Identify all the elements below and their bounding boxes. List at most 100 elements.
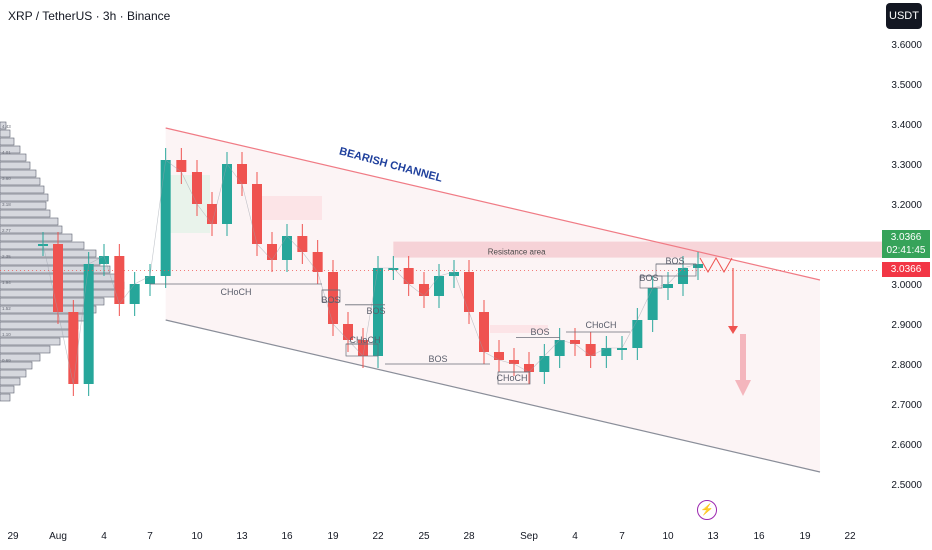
volume-profile-bar (0, 345, 51, 354)
price-line (42, 159, 699, 385)
volume-profile-bar (0, 257, 101, 266)
volume-profile-bar (0, 121, 7, 130)
volume-profile-bar (0, 129, 11, 138)
structure-box (345, 343, 379, 357)
x-tick-label: 10 (662, 531, 674, 542)
x-tick-label: 10 (191, 531, 203, 542)
resistance-zone (393, 241, 882, 258)
y-tick-label: 3.6000 (891, 40, 922, 51)
candle-body (297, 236, 308, 252)
x-tick-label: 7 (619, 531, 625, 542)
channel-bottom (165, 319, 821, 473)
last-price-tag: 3.0366 02:41:45 (882, 230, 930, 258)
x-tick-label: 29 (7, 531, 19, 542)
candle-body (192, 172, 202, 204)
y-tick-label: 3.5000 (891, 80, 922, 91)
candle-body (358, 340, 368, 356)
volume-profile-bar (0, 377, 21, 386)
candle-body (68, 312, 79, 384)
structure-label: BOS (639, 273, 658, 283)
candle-body (494, 352, 504, 360)
volume-profile-bar (0, 209, 51, 218)
volume-profile-label: 2.35 (2, 254, 11, 259)
volume-profile-label: 1.94 (2, 280, 11, 285)
candle-body (114, 256, 125, 304)
candle-body (237, 164, 247, 184)
bar-countdown: 02:41:45 (886, 245, 926, 256)
candle-body (207, 204, 217, 224)
structure-box (639, 275, 663, 289)
volume-profile-bar (0, 393, 11, 402)
y-tick-label: 2.6000 (891, 440, 922, 451)
y-tick-label: 3.2000 (891, 200, 922, 211)
x-tick-label: 22 (844, 531, 856, 542)
x-tick-label: 16 (753, 531, 765, 542)
projection-arrowhead (728, 326, 738, 334)
resistance-label: Resistance area (488, 248, 546, 257)
volume-profile-bar (0, 137, 15, 146)
candle-body (145, 276, 155, 284)
volume-profile-bar (0, 169, 37, 178)
volume-profile-label: 1.10 (2, 332, 11, 337)
candle-body (601, 348, 612, 356)
candle-body (585, 344, 596, 356)
candle-body (176, 160, 187, 172)
structure-box (497, 371, 531, 385)
candle-body (617, 348, 627, 350)
structure-label: CHoCH (349, 335, 380, 345)
candle-body (373, 268, 383, 356)
volume-profile-bar (0, 385, 15, 394)
currency-button[interactable]: USDT (886, 3, 922, 29)
x-tick-label: 19 (799, 531, 811, 542)
volume-profile-bar (0, 161, 31, 170)
candle-body (479, 312, 489, 352)
volume-profile-bar (0, 353, 41, 362)
structure-label: BOS (665, 256, 684, 266)
volume-profile-bar (0, 201, 47, 210)
structure-label: BOS (366, 306, 385, 316)
candle-body (267, 244, 277, 260)
x-tick-label: Aug (49, 531, 67, 542)
supply-zone-2 (490, 325, 548, 333)
structure-label: BOS (321, 295, 340, 305)
y-tick-label: 2.9000 (891, 320, 922, 331)
structure-label: BOS (428, 354, 447, 364)
candle-body (282, 236, 292, 260)
candle-body (419, 284, 429, 296)
candle-body (252, 184, 262, 244)
y-tick-label: 2.7000 (891, 400, 922, 411)
candle-body (403, 268, 414, 284)
volume-profile-bar (0, 369, 27, 378)
volume-profile-bar (0, 193, 49, 202)
x-tick-label: 25 (418, 531, 430, 542)
projection-path (699, 256, 733, 274)
candle-body (464, 272, 474, 312)
volume-profile-label: 3.18 (2, 202, 11, 207)
candle-body (129, 284, 140, 304)
volume-profile-label: 1.52 (2, 306, 11, 311)
structure-label: CHoCH (496, 373, 527, 383)
structure-box (321, 289, 341, 303)
x-tick-label: Sep (520, 531, 538, 542)
volume-profile-bar (0, 185, 45, 194)
flash-icon[interactable]: ⚡ (697, 500, 717, 520)
volume-profile-label: 4.43 (2, 124, 11, 129)
demand-zone (164, 175, 210, 233)
chart-title: XRP / TetherUS · 3h · Binance (8, 9, 171, 23)
x-tick-label: 13 (707, 531, 719, 542)
channel-fill (165, 128, 820, 472)
volume-profile-bar (0, 249, 97, 258)
structure-label: BOS (530, 327, 549, 337)
candle-body (160, 160, 171, 276)
volume-profile-bar (0, 217, 59, 226)
x-tick-label: 4 (572, 531, 578, 542)
volume-profile-bar (0, 361, 33, 370)
candle-body (328, 272, 338, 324)
candle-body (312, 252, 323, 272)
x-tick-label: 19 (327, 531, 339, 542)
x-tick-label: 4 (101, 531, 107, 542)
channel-top (165, 127, 821, 281)
candle-body (434, 276, 444, 296)
candle-body (449, 272, 459, 276)
